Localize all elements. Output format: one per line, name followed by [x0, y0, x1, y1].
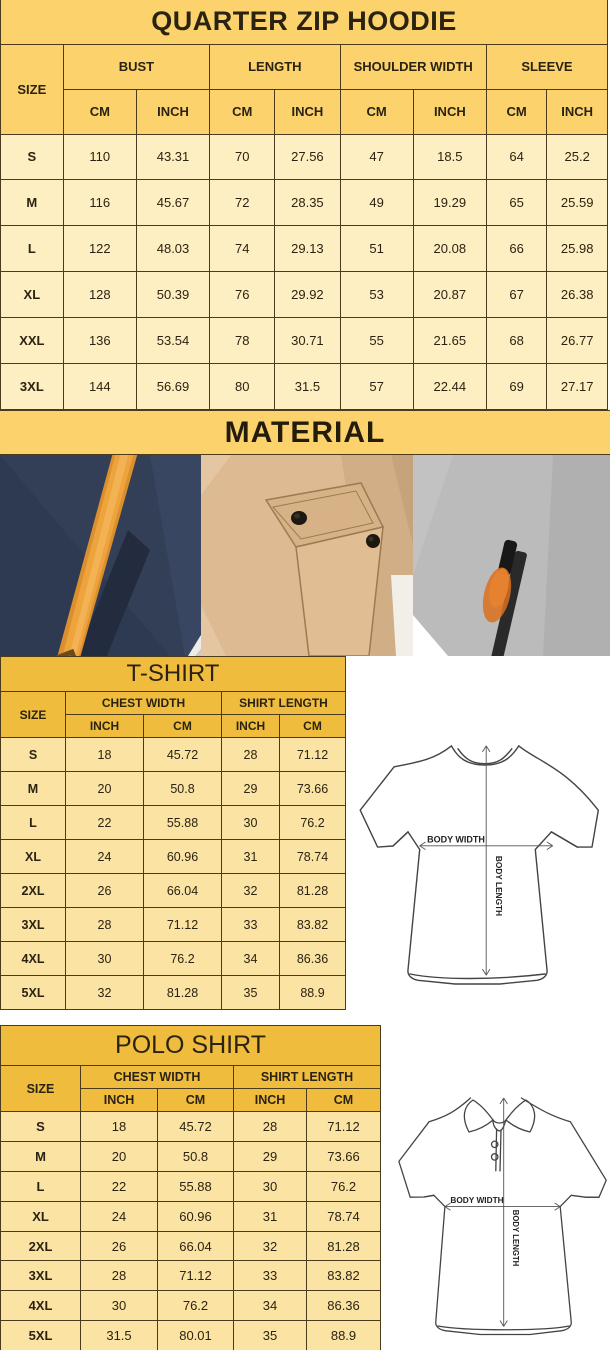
svg-text:BODY WIDTH: BODY WIDTH	[427, 835, 485, 845]
svg-text:BODY WIDTH: BODY WIDTH	[450, 1195, 503, 1205]
svg-text:BODY LENGTH: BODY LENGTH	[511, 1210, 520, 1267]
svg-text:BODY LENGTH: BODY LENGTH	[494, 856, 504, 916]
